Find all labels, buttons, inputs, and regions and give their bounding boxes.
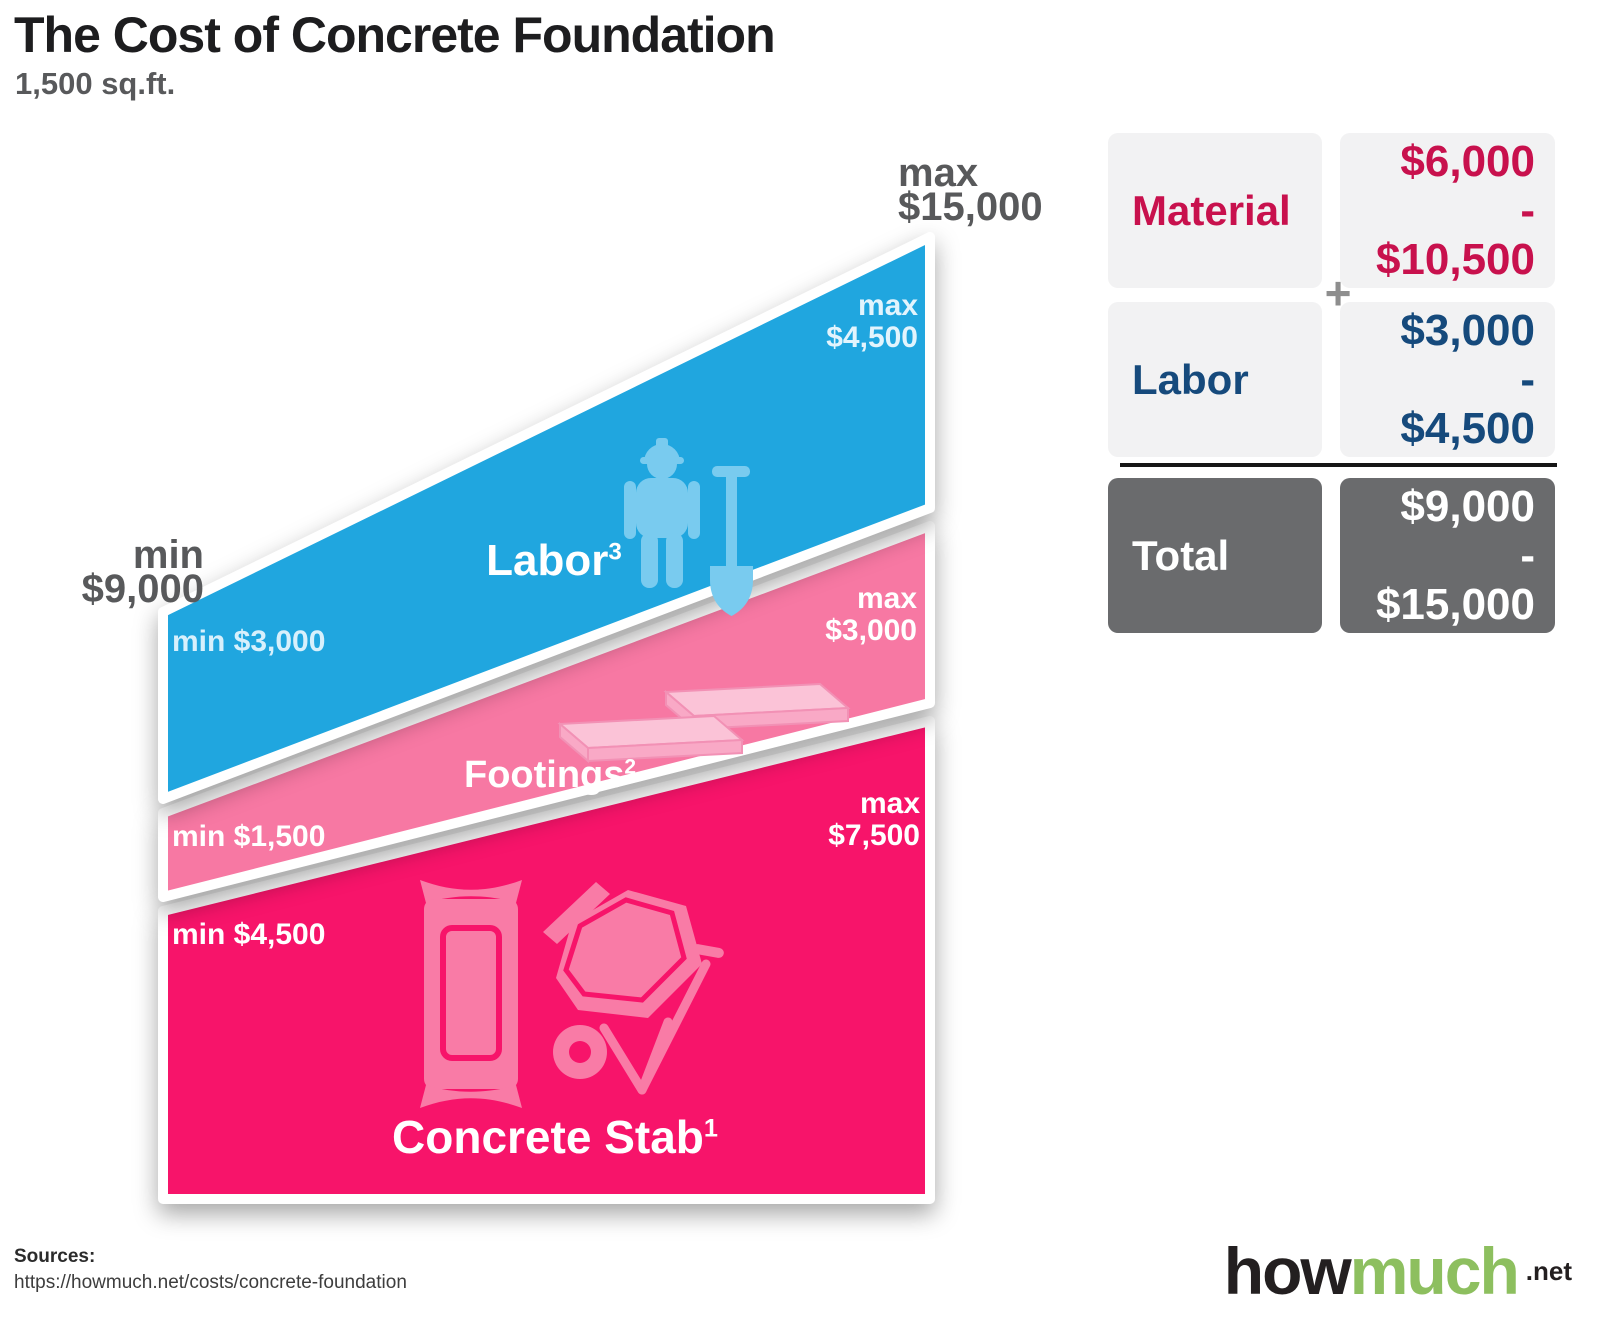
labor-max-value: $4,500: [826, 321, 918, 355]
labor-row-label: Labor: [1132, 355, 1249, 403]
labor-title-text: Labor: [486, 536, 609, 585]
page-subtitle: 1,500 sq.ft.: [15, 66, 176, 101]
total-min-label: min: [132, 533, 204, 577]
footings-max-label: max $3,000: [825, 582, 917, 648]
labor-segment-title: Labor3: [354, 536, 754, 586]
material-value-cell: $6,000 - $10,500: [1340, 133, 1555, 288]
slab-max-label: max $7,500: [828, 787, 920, 853]
total-max-label: max: [898, 151, 979, 195]
footings-title-sup: 2: [624, 755, 637, 779]
howmuch-logo: how much .net: [1224, 1233, 1572, 1309]
total-label: Total: [1132, 531, 1230, 579]
material-min-value: $6,000: [1400, 136, 1535, 186]
page-title: The Cost of Concrete Foundation: [14, 7, 776, 63]
total-max-cell-value: $15,000: [1375, 580, 1535, 630]
sources-label: Sources:: [14, 1246, 96, 1267]
slab-segment-title: Concrete Stab1: [355, 1110, 755, 1164]
labor-max-value: $4,500: [1400, 404, 1535, 454]
footings-wedge: [158, 521, 935, 902]
logo-much-text: much: [1349, 1234, 1520, 1308]
logo-net-suffix: .net: [1525, 1256, 1572, 1286]
total-label-cell: Total: [1108, 478, 1322, 633]
total-divider-line: [1120, 463, 1557, 467]
labor-min-value: $3,000: [1400, 305, 1535, 355]
footings-max-word: max: [856, 582, 917, 615]
labor-min-label: min $3,000: [172, 625, 326, 658]
footings-max-value: $3,000: [825, 614, 917, 648]
footings-title-text: Footings: [463, 754, 625, 796]
concrete-footings-icon: [557, 682, 851, 764]
shovel-icon: [710, 466, 753, 616]
logo-how-text: how: [1223, 1234, 1352, 1308]
total-min-annotation: min $9,000: [81, 533, 204, 612]
slab-title-sup: 1: [703, 1114, 718, 1143]
total-max-annotation: max $15,000: [898, 151, 1043, 230]
material-range-dash: -: [1520, 185, 1535, 235]
labor-label-cell: Labor: [1108, 302, 1322, 457]
total-max-value: $15,000: [898, 185, 1043, 230]
footings-segment-title: Footings2: [350, 754, 750, 797]
material-max-value: $10,500: [1375, 235, 1535, 285]
construction-worker-icon: [624, 438, 700, 588]
labor-range-dash: -: [1520, 354, 1535, 404]
labor-value-cell: $3,000 - $4,500: [1340, 302, 1555, 457]
labor-title-sup: 3: [608, 538, 622, 566]
total-range-dash: -: [1520, 530, 1535, 580]
total-value-cell: $9,000 - $15,000: [1340, 478, 1555, 633]
concrete-bag-icon: [420, 880, 522, 1108]
total-min-cell-value: $9,000: [1400, 481, 1535, 531]
labor-max-word: max: [857, 289, 918, 322]
total-min-value: $9,000: [81, 567, 204, 612]
footings-min-label: min $1,500: [172, 820, 326, 853]
material-label: Material: [1132, 186, 1291, 234]
cement-mixer-icon: [543, 882, 724, 1095]
sources-url: https://howmuch.net/costs/concrete-found…: [14, 1272, 407, 1293]
material-label-cell: Material: [1108, 133, 1322, 288]
slab-max-value: $7,500: [828, 819, 920, 853]
slab-min-label: min $4,500: [172, 918, 326, 951]
labor-wedge: [158, 232, 935, 804]
labor-max-label: max $4,500: [826, 289, 918, 355]
concrete-slab-wedge: [158, 716, 935, 1204]
slab-title-text: Concrete Stab: [392, 1111, 704, 1163]
slab-max-word: max: [859, 787, 920, 820]
